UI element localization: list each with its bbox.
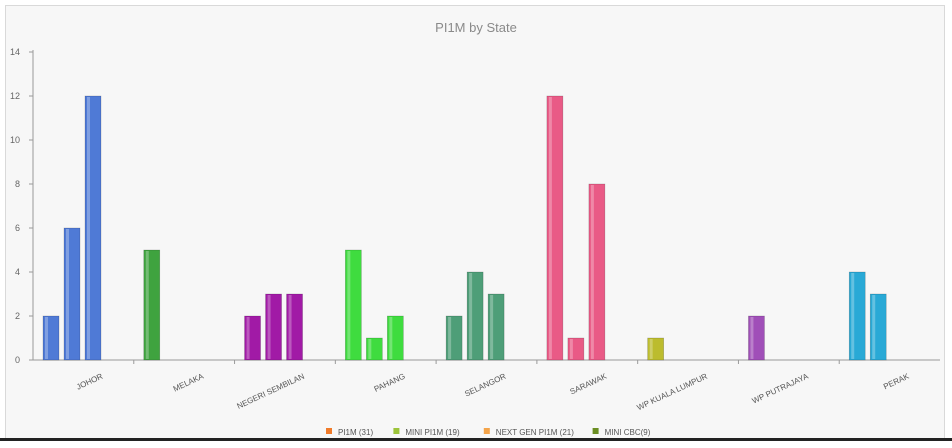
bar-highlight: [45, 317, 48, 359]
y-tick-label: 14: [10, 47, 20, 57]
bar: [567, 337, 585, 361]
x-tick-label: JOHOR: [75, 372, 104, 392]
y-tick-label: 6: [15, 223, 20, 233]
x-tick-label: PAHANG: [373, 372, 407, 394]
x-tick-label: NEGERI SEMBILAN: [235, 372, 305, 411]
x-tick-label: WP PUTRAJAYA: [751, 371, 811, 405]
x-tick-label: SARAWAK: [569, 371, 609, 396]
bar: [848, 271, 866, 361]
chart-frame: [5, 5, 945, 441]
x-tick-label: SELANGOR: [463, 372, 507, 399]
bar-highlight: [569, 339, 573, 359]
bar-highlight: [448, 317, 452, 359]
bar-highlight: [87, 97, 90, 359]
y-tick-label: 10: [10, 135, 20, 145]
x-tick-label: MELAKA: [172, 371, 206, 393]
bar: [286, 293, 303, 361]
bar-highlight: [750, 317, 754, 359]
bar: [748, 315, 765, 361]
bar: [345, 249, 362, 361]
bar: [869, 293, 887, 361]
bar: [466, 271, 484, 361]
bar-highlight: [490, 295, 494, 359]
bar: [387, 315, 404, 361]
legend-label: MINI CBC(9): [605, 428, 651, 437]
bar-highlight: [590, 185, 594, 359]
bar-highlight: [851, 273, 855, 359]
bar-highlight: [368, 339, 372, 359]
x-tick-label: WP KUALA LUMPUR: [636, 372, 710, 413]
bar-highlight: [246, 317, 250, 359]
legend-swatch: [393, 428, 400, 434]
bar: [84, 95, 102, 361]
bar-highlight: [66, 229, 69, 359]
bar-highlight: [548, 97, 552, 359]
bar-highlight: [288, 295, 292, 359]
legend-swatch: [483, 428, 490, 434]
bottom-edge: [0, 438, 952, 441]
bar: [265, 293, 282, 361]
bar: [546, 95, 564, 361]
bar: [143, 249, 161, 361]
y-tick-label: 4: [15, 267, 20, 277]
bar-highlight: [649, 339, 653, 359]
bar-highlight: [389, 317, 393, 359]
bar: [63, 227, 81, 361]
bar: [487, 293, 505, 361]
legend-swatch: [592, 428, 599, 434]
bar: [445, 315, 463, 361]
bar-highlight: [469, 273, 473, 359]
bar: [647, 337, 664, 361]
bar: [588, 183, 606, 361]
bar: [244, 315, 261, 361]
y-tick-label: 2: [15, 311, 20, 321]
bar: [366, 337, 383, 361]
bar: [42, 315, 60, 361]
bar-highlight: [872, 295, 876, 359]
x-tick-label: PERAK: [882, 371, 911, 391]
bar-highlight: [267, 295, 271, 359]
y-tick-label: 0: [15, 355, 20, 365]
legend-swatch: [326, 428, 332, 434]
chart-title: PI1M by State: [435, 20, 517, 35]
legend-label: NEXT GEN PI1M (21): [496, 428, 574, 437]
bar-highlight: [145, 251, 149, 359]
y-tick-label: 8: [15, 179, 20, 189]
legend-label: MINI PI1M (19): [405, 428, 460, 437]
bar-highlight: [347, 251, 351, 359]
legend-label: PI1M (31): [338, 428, 373, 437]
y-tick-label: 12: [10, 91, 20, 101]
